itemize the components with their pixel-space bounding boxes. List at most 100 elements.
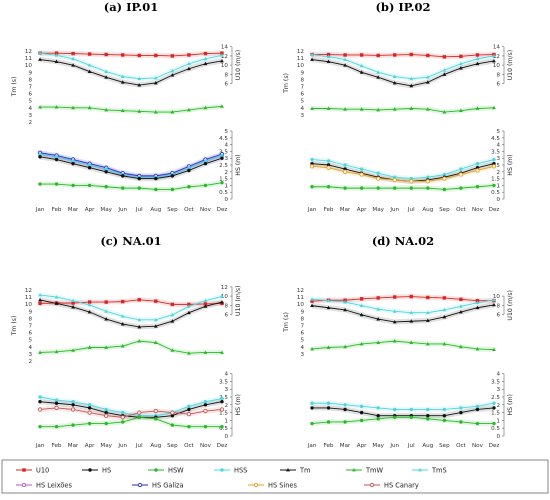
tick-label-tm: 7 (28, 85, 32, 91)
tick-label-month: May (372, 207, 384, 213)
data-point-U10 (137, 298, 141, 302)
data-point-HsS (87, 403, 92, 407)
data-point-TmS (359, 63, 364, 68)
data-point-HsS (310, 401, 314, 405)
data-point-HsS (326, 401, 331, 405)
tick-label-month: Aug (150, 443, 161, 449)
data-point-Hs (104, 410, 108, 415)
tick-label-hs: 3.5 (219, 379, 228, 385)
data-point-HsW (459, 186, 463, 190)
series-band-Hs (312, 161, 494, 184)
data-point-HsW (409, 415, 413, 419)
tick-label-month: Jul (135, 443, 143, 449)
data-point-Hs (343, 407, 347, 412)
data-point-TmS (459, 304, 463, 308)
series-line-HsS (39, 153, 223, 178)
data-point-HsW (87, 421, 92, 426)
data-point-TmS (425, 310, 430, 315)
tick-label-month: Oct (184, 443, 194, 449)
data-point-TmS (120, 314, 125, 318)
tick-label-month: Sep (439, 443, 450, 449)
tick-label-hs: 4 (496, 372, 500, 378)
data-point-TmW (310, 106, 314, 110)
data-point-Hs (54, 157, 59, 162)
data-point-TmW (459, 108, 463, 113)
data-point-TmS (87, 302, 92, 307)
tick-label-tm: 6 (28, 92, 32, 98)
series-line-U10 (40, 52, 223, 57)
data-point-TmS (104, 309, 109, 313)
data-point-Hs (121, 174, 125, 178)
data-point-HsW (54, 424, 59, 429)
legend-marker (22, 468, 26, 472)
tick-label-month: Oct (456, 443, 466, 449)
series-band-HsS (40, 394, 222, 419)
series-line-Hs (39, 401, 223, 418)
data-point-TmS (492, 53, 496, 58)
data-point-Hs (359, 410, 364, 415)
panel-title: (d) NA.02 (372, 234, 434, 248)
axis-label-u10: U10 (m/s) (235, 285, 242, 316)
series-line-TmW (311, 340, 495, 351)
data-point-TmS (38, 292, 42, 297)
legend-label: U10 (36, 466, 49, 474)
axis-label-tm: Tm (s) (283, 312, 290, 333)
data-point-TmW (492, 347, 496, 352)
data-point-Tm (170, 319, 175, 323)
data-point-Hs (442, 414, 447, 418)
data-point-HsW (104, 185, 108, 189)
data-point-TmW (220, 104, 224, 108)
data-point-TmW (392, 339, 397, 343)
data-point-TmS (376, 70, 381, 74)
data-point-Hs (376, 414, 380, 418)
tick-label-hs: 3.5 (491, 379, 500, 385)
data-point-TmW (475, 106, 480, 110)
series-line-U10 (311, 296, 494, 302)
series-line-HsS (311, 159, 495, 180)
tick-label-tm: 5 (28, 338, 32, 344)
data-point-HsSines (409, 179, 414, 184)
tick-label-hs: 3 (496, 387, 500, 393)
tick-label-hs: 2.5 (219, 163, 228, 169)
tick-label-tm: 12 (297, 49, 304, 55)
tick-label-month: Jul (407, 207, 415, 213)
tick-label-tm: 9 (300, 70, 304, 76)
series-line-TmS (39, 52, 223, 80)
data-point-TmW (170, 348, 175, 352)
data-point-TmW (71, 105, 75, 110)
data-point-Tm (392, 80, 397, 85)
tick-label-tm: 4 (28, 106, 32, 112)
series-band-HsSines (312, 163, 494, 184)
tick-label-month: Sep (167, 207, 178, 213)
tick-label-hs: 4 (496, 143, 500, 149)
data-point-Tm (104, 317, 109, 321)
tick-label-tm: 8 (300, 316, 304, 322)
data-point-HsS (393, 407, 397, 412)
data-point-Tm (376, 317, 381, 321)
tick-label-u10: 10 (493, 294, 501, 300)
tick-label-tm: 7 (300, 85, 304, 91)
data-point-TmS (54, 295, 59, 299)
tick-label-month: Oct (456, 207, 466, 213)
legend-marker (286, 468, 290, 472)
data-point-Tm (392, 319, 397, 324)
data-point-Tm (326, 305, 331, 310)
tick-label-tm: 7 (28, 324, 32, 330)
data-point-Tm (104, 75, 109, 79)
axis-label-hs: HS (m) (507, 154, 514, 175)
data-point-TmW (87, 105, 92, 110)
tick-label-tm: 9 (28, 309, 32, 315)
data-point-HsW (343, 186, 347, 190)
data-point-Tm (310, 303, 314, 308)
data-point-HsS (187, 404, 191, 409)
data-point-TmS (392, 74, 397, 78)
data-point-Hs (170, 414, 175, 418)
data-point-Hs (38, 399, 42, 404)
data-point-TmS (459, 61, 463, 66)
data-point-TmW (425, 341, 430, 346)
tick-label-u10: 6 (496, 82, 500, 88)
data-point-Hs (71, 403, 75, 407)
data-point-HsW (220, 424, 224, 429)
data-point-HsW (409, 186, 413, 190)
legend-item-HsSines: HS Sines (248, 481, 297, 489)
